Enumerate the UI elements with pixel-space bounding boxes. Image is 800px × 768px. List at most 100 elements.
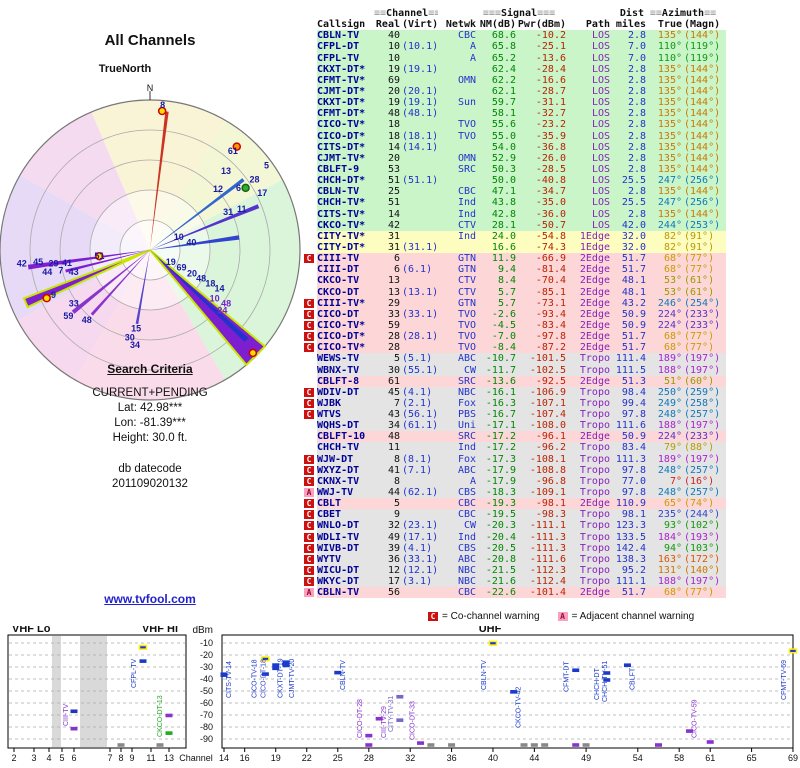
cell-nm: 50.0 bbox=[491, 175, 516, 187]
cell-di: 2.8 bbox=[627, 141, 646, 153]
dbm-tick-label: -40 bbox=[200, 674, 213, 684]
spectrum-station-label: CKCO-DT-13 bbox=[157, 695, 164, 737]
cell-mg: (91°) bbox=[684, 230, 715, 242]
channel-tick-label: 14 bbox=[219, 753, 229, 763]
channel-tick-label: 13 bbox=[164, 753, 174, 763]
spectrum-chart-container: -10 -20 -30 -40 -50 -60 -70 -80 -90 VHF Lo VHF Hi U… bbox=[0, 623, 800, 768]
cell-nm: 55.6 bbox=[491, 119, 516, 131]
spectrum-station-label: CIII-TV-29 bbox=[381, 706, 388, 738]
cell-vi bbox=[400, 376, 440, 387]
cell-nm: 65.8 bbox=[491, 41, 516, 53]
radar-station-dot bbox=[232, 142, 242, 151]
cell-pw: -111.3 bbox=[529, 531, 566, 543]
radar-channel-label: 42 bbox=[17, 258, 27, 268]
cell-vi: (19.1) bbox=[402, 97, 439, 109]
table-row: A CBLN-TV 56 CBC -22.6 -101.4 2Edge 51.7 68° (77°… bbox=[304, 587, 728, 599]
cell-di: 25.5 bbox=[621, 197, 646, 209]
cell-re: 31 bbox=[387, 230, 400, 242]
radar-channel-label: 19 bbox=[166, 257, 176, 267]
cell-mg: (77°) bbox=[684, 587, 715, 599]
cell-tr: 135° bbox=[657, 74, 682, 86]
cell-cs: WTVS bbox=[317, 409, 342, 421]
spectrum-station-label: CKXT-DT-19 bbox=[278, 658, 285, 698]
cell-re: 12 bbox=[387, 565, 400, 577]
cell-pa: 2Edge bbox=[579, 286, 610, 298]
cell-pa: Tropo bbox=[579, 565, 610, 577]
cell-nw: CTV bbox=[457, 275, 476, 287]
cell-pw: -92.5 bbox=[535, 375, 566, 387]
cell-re: 49 bbox=[387, 531, 400, 543]
spectrum-bar bbox=[117, 743, 125, 747]
cell-nw bbox=[440, 142, 476, 153]
table-row: CJMT-TV* 20 OMN 52.9 -26.0 LOS 2.8 135° (144°) bbox=[304, 152, 728, 164]
cell-nw: A bbox=[469, 475, 476, 487]
cell-pw: -96.8 bbox=[535, 475, 566, 487]
cell-di: 142.4 bbox=[615, 542, 646, 554]
spectrum-bar bbox=[375, 716, 383, 721]
cell-nw: Ind bbox=[457, 531, 476, 543]
spectrum-station-label: CBLN-TV bbox=[340, 660, 347, 690]
spectrum-bar bbox=[603, 678, 611, 682]
radar-channel-label: 45 bbox=[33, 257, 43, 267]
table-row: CICO-TV* 18 TVO 55.6 -23.2 LOS 2.8 135° (144°) bbox=[304, 119, 728, 131]
cell-pw: -34.7 bbox=[535, 186, 566, 198]
spectrum-bar bbox=[510, 690, 518, 694]
cell-nw: CBC bbox=[457, 30, 476, 42]
cell-di: 111.4 bbox=[615, 353, 646, 365]
cell-tr: 247° bbox=[657, 175, 682, 187]
cell-tr: 94° bbox=[663, 542, 682, 554]
cell-nm: 24.0 bbox=[491, 230, 516, 242]
radar-channel-label: 12 bbox=[213, 184, 223, 194]
cell-cs: WWJ-TV bbox=[317, 487, 354, 499]
cell-tr: 110° bbox=[657, 41, 682, 53]
adjacent-channel-text: = Adjacent channel warning bbox=[571, 611, 695, 622]
radar-channel-label: 14 bbox=[215, 284, 225, 294]
cell-pa: LOS bbox=[591, 163, 610, 175]
cell-tr: 51° bbox=[663, 375, 682, 387]
co-channel-warning-badge: C bbox=[304, 454, 314, 464]
cell-cs: CIII-DT bbox=[317, 264, 360, 276]
cell-tr: 131° bbox=[657, 565, 682, 577]
criteria-height: Height: 30.0 ft. bbox=[112, 432, 188, 444]
cell-vi: (19.1) bbox=[402, 63, 439, 75]
cell-pw: -74.3 bbox=[535, 241, 566, 253]
co-channel-warning-badge: C bbox=[304, 521, 314, 531]
spectrum-chart: -10 -20 -30 -40 -50 -60 -70 -80 -90 VHF Lo VHF Hi U… bbox=[7, 623, 798, 763]
cell-pw: -98.1 bbox=[535, 498, 566, 510]
cell-pw: -35.0 bbox=[535, 197, 566, 209]
cell-tr: 246° bbox=[657, 297, 682, 309]
cell-nw: NBC bbox=[457, 386, 476, 398]
spectrum-station-label: CICO-TV-18 bbox=[251, 659, 258, 698]
radar-channel-label: 41 bbox=[62, 258, 72, 268]
cell-pa: 2Edge bbox=[579, 319, 610, 331]
cell-mg: (60°) bbox=[684, 375, 715, 387]
spectrum-bar bbox=[365, 733, 373, 738]
tvfool-link[interactable]: www.tvfool.com bbox=[104, 592, 196, 606]
cell-di: 50.9 bbox=[621, 431, 646, 443]
table-row: C WDLI-TV 49 (17.1) Ind -20.4 -111.3 Tropo 133.5… bbox=[304, 531, 728, 543]
cell-cs: CBLT bbox=[317, 498, 342, 510]
cell-tr: 189° bbox=[657, 353, 682, 365]
cell-di: 43.2 bbox=[621, 297, 646, 309]
cell-pw: -111.1 bbox=[529, 520, 566, 532]
spectrum-station-label: CHCH-TV-51 bbox=[602, 661, 609, 702]
spectrum-station-label: CBLFT bbox=[629, 667, 636, 690]
signal-group-header: ≡≡≡Signal≡≡≡ bbox=[482, 8, 556, 19]
table-row: CITS-DT* 14 (14.1) 54.0 -36.8 LOS 2.8 135° (144°… bbox=[304, 141, 728, 153]
cell-vi: (31.1) bbox=[402, 241, 439, 253]
cell-di: 2.8 bbox=[627, 97, 646, 109]
spectrum-station-label: CIII-TV bbox=[63, 704, 70, 726]
cell-nm: 8.4 bbox=[497, 275, 516, 287]
path-header: Path bbox=[585, 19, 610, 31]
cell-cs: CHCH-DT* bbox=[317, 175, 366, 187]
cell-di: 83.4 bbox=[621, 442, 646, 454]
cell-nm: -16.3 bbox=[485, 397, 516, 409]
cell-tr: 68° bbox=[663, 253, 682, 265]
cell-cs: CBLFT-10 bbox=[317, 431, 366, 443]
cell-di: 2.8 bbox=[627, 186, 646, 198]
cell-cs: WIVB-DT bbox=[317, 542, 360, 554]
cell-cs: CIII-TV* bbox=[317, 297, 366, 309]
channel-tick-label: 4 bbox=[46, 753, 51, 763]
table-row: C CIII-TV 6 GTN 11.9 -66.9 2Edge 51.7 68° (77°) bbox=[304, 253, 728, 265]
cell-vi bbox=[400, 231, 440, 242]
